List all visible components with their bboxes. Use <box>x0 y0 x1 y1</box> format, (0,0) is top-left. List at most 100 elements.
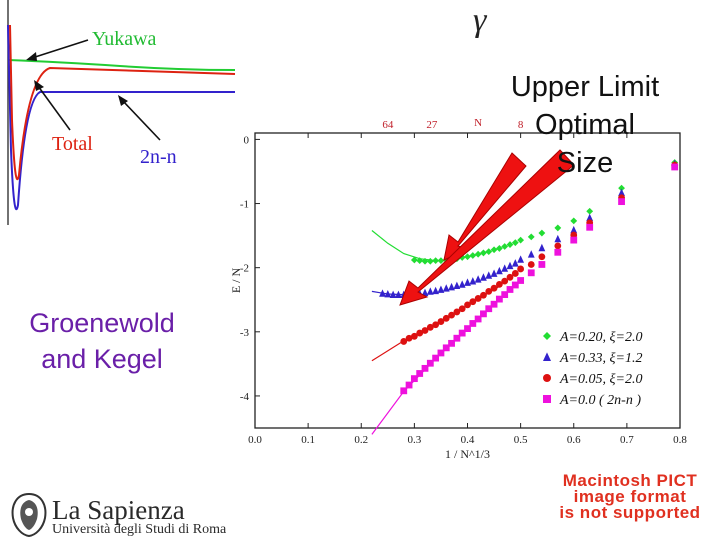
data-point <box>458 280 466 288</box>
data-point <box>421 288 429 297</box>
data-point <box>506 241 514 248</box>
data-point <box>469 277 477 285</box>
callout-arrow-upper-limit <box>399 149 575 306</box>
data-point <box>586 207 594 215</box>
data-point <box>458 305 466 313</box>
data-point <box>554 224 562 232</box>
pict-line-3: is not supported <box>559 503 701 522</box>
x-tick-label: 0.4 <box>461 434 475 446</box>
data-point <box>421 257 429 265</box>
data-point <box>395 290 402 299</box>
data-point <box>480 249 487 257</box>
data-point <box>485 271 493 279</box>
data-point <box>448 339 455 347</box>
data-point <box>618 188 625 197</box>
legend-marker <box>543 352 551 361</box>
data-point <box>527 261 535 268</box>
data-point <box>501 264 509 272</box>
pict-line-2: image format <box>573 487 687 506</box>
arrowhead-icon <box>118 95 128 106</box>
data-point <box>437 349 445 357</box>
data-point <box>437 318 445 325</box>
data-point <box>432 286 440 295</box>
data-point <box>618 184 625 192</box>
x-tick-label: 0.2 <box>354 434 368 446</box>
top-tick-label: 64 <box>382 119 394 131</box>
data-point <box>485 248 493 256</box>
data-point <box>480 291 487 299</box>
legend-marker <box>543 374 551 382</box>
data-point <box>538 261 546 268</box>
data-point <box>453 308 461 316</box>
data-point <box>495 245 503 252</box>
fit-line <box>371 230 436 262</box>
upper-limit-callout: Upper Limit Optimal Size <box>490 68 680 182</box>
data-point <box>400 387 408 395</box>
potential-sketch: Yukawa Total 2n-n <box>7 0 236 225</box>
top-tick-label: 27 <box>426 119 438 131</box>
data-point <box>554 248 562 256</box>
data-point <box>527 269 535 277</box>
data-point <box>538 243 546 252</box>
data-point <box>442 344 450 352</box>
logo-subtitle: Università degli Studi di Roma <box>52 522 227 537</box>
data-point <box>448 282 455 291</box>
data-point <box>501 291 509 299</box>
data-point <box>453 334 461 342</box>
sketch-curve-yukawa <box>7 59 236 71</box>
data-point <box>389 290 397 299</box>
x-tick-label: 0.7 <box>620 434 634 446</box>
data-point <box>384 289 392 298</box>
y-axis-label: E / N <box>229 268 243 294</box>
data-point <box>421 364 429 372</box>
sketch-curve-total <box>9 24 236 181</box>
data-point <box>426 323 434 331</box>
callout-line-3: Size <box>556 147 614 179</box>
data-point <box>480 273 487 281</box>
callout-line-2: Optimal <box>535 109 635 141</box>
data-point <box>432 257 440 265</box>
data-point <box>490 284 498 292</box>
y-tick-label: 0 <box>244 134 250 146</box>
data-point <box>469 298 477 306</box>
data-point <box>511 259 519 267</box>
data-point <box>495 280 503 288</box>
data-point <box>442 314 450 322</box>
legend-label: A=0.05, ξ=2.0 <box>559 372 642 387</box>
data-point <box>517 255 525 263</box>
data-point <box>570 236 578 244</box>
y-tick-label: -1 <box>240 199 249 211</box>
data-point <box>448 311 455 319</box>
data-point <box>506 273 514 281</box>
data-point <box>410 375 418 383</box>
data-point <box>437 257 445 265</box>
x-tick-label: 0.8 <box>673 434 687 446</box>
x-tick-label: 0.1 <box>301 434 315 446</box>
arrowhead-icon <box>34 80 44 91</box>
legend-marker <box>543 332 551 340</box>
data-point <box>405 381 413 389</box>
data-point <box>506 286 514 293</box>
data-point <box>511 239 519 247</box>
gamma-symbol: γ <box>473 2 487 39</box>
x-tick-label: 0.3 <box>408 434 422 446</box>
data-point <box>570 225 578 234</box>
data-point <box>421 327 429 334</box>
sapienza-seal-icon <box>11 492 47 538</box>
pict-not-supported-notice: Macintosh PICT image format is not suppo… <box>540 472 720 522</box>
y-tick-label: -2 <box>240 263 249 275</box>
sketch-curve-2n-n <box>7 24 235 211</box>
data-point <box>671 163 679 171</box>
data-point <box>474 295 482 302</box>
data-point <box>474 275 482 283</box>
data-point <box>570 217 578 225</box>
data-point <box>511 270 519 277</box>
callout-line-1: Upper Limit <box>510 71 660 103</box>
x-tick-label: 0.6 <box>567 434 581 446</box>
data-point <box>495 295 503 303</box>
data-point <box>400 338 408 345</box>
data-point <box>495 266 503 275</box>
data-point <box>570 231 578 239</box>
data-point <box>554 234 562 243</box>
